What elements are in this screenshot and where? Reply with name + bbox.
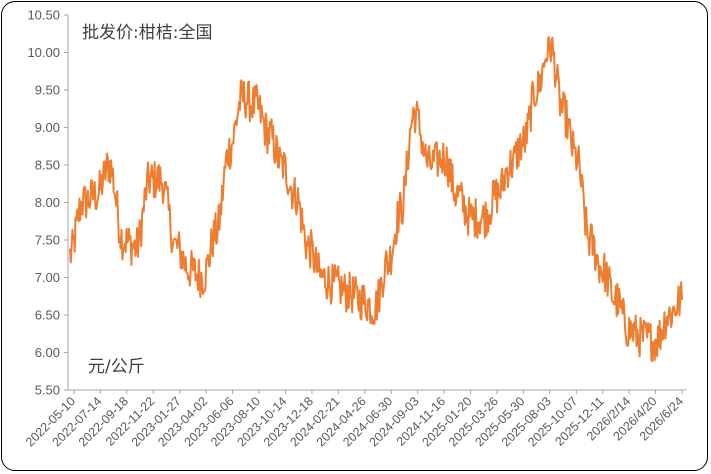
y-tick-label: 6.50	[35, 308, 60, 323]
y-tick-label: 8.00	[35, 195, 60, 210]
plot-area	[69, 36, 683, 363]
x-axis: 2022-05-102022-07-142022-09-182022-11-22…	[23, 389, 686, 449]
y-tick-label: 7.50	[35, 233, 60, 248]
y-tick-label: 9.00	[35, 120, 60, 135]
chart-title: 批发价:柑桔:全国	[82, 23, 212, 43]
y-tick-label: 6.00	[35, 345, 60, 360]
series-line	[69, 36, 683, 363]
y-tick-label: 7.00	[35, 270, 60, 285]
unit-label: 元/公斤	[88, 357, 145, 377]
y-tick-label: 5.50	[35, 383, 60, 398]
y-tick-label: 10.00	[27, 45, 60, 60]
y-tick-label: 8.50	[35, 158, 60, 173]
y-axis: 5.50 6.00 6.50 7.00 7.50 8.00 8.50 9.00 9.50 10.0…	[27, 8, 69, 398]
y-tick-label: 9.50	[35, 83, 60, 98]
y-tick-label: 10.50	[27, 8, 60, 23]
